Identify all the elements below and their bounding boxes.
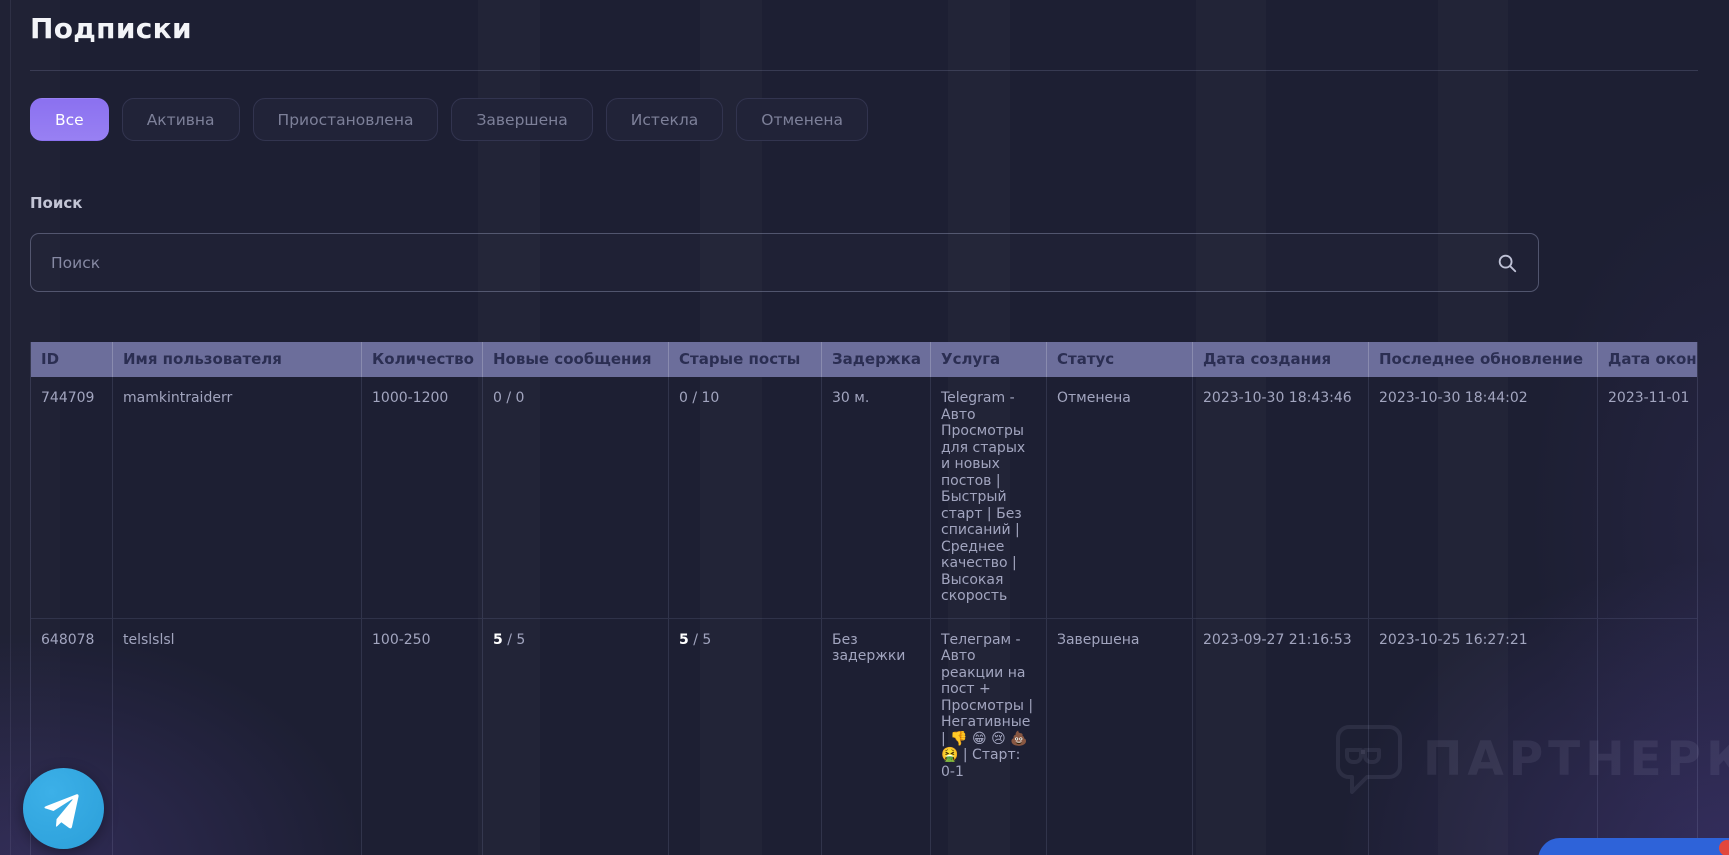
table-cell: 2023-11-01 bbox=[1598, 377, 1698, 618]
table-cell: 30 м. bbox=[822, 377, 931, 618]
table-row[interactable]: 744709mamkintraiderr1000-12000 / 00 / 10… bbox=[31, 377, 1698, 618]
filter-chip-все[interactable]: Все bbox=[30, 98, 109, 141]
column-header: ID bbox=[31, 342, 113, 377]
table-cell: 2023-09-27 21:16:53 bbox=[1193, 619, 1369, 855]
table-cell: Отменена bbox=[1047, 377, 1193, 618]
filter-chip-истекла[interactable]: Истекла bbox=[606, 98, 723, 141]
page-left-edge-line bbox=[10, 0, 11, 855]
column-header: Количество bbox=[362, 342, 483, 377]
status-filter-chips: Все Активна Приостановлена Завершена Истекла… bbox=[30, 98, 868, 141]
table-body: 744709mamkintraiderr1000-12000 / 00 / 10… bbox=[31, 377, 1697, 855]
table-cell: 2023-10-25 16:27:21 bbox=[1369, 619, 1598, 855]
chat-notification-badge bbox=[1719, 840, 1729, 855]
column-header: Старые посты bbox=[669, 342, 822, 377]
search-icon[interactable] bbox=[1496, 252, 1518, 274]
table-cell: 2023-10-30 18:43:46 bbox=[1193, 377, 1369, 618]
column-header: Последнее обновление bbox=[1369, 342, 1598, 377]
table-cell: Завершена bbox=[1047, 619, 1193, 855]
column-header: Задержка bbox=[822, 342, 931, 377]
search-box bbox=[30, 233, 1539, 292]
search-input[interactable] bbox=[31, 234, 1496, 291]
table-cell: 5 / 5 bbox=[483, 619, 669, 855]
table-cell: telslslsl bbox=[113, 619, 362, 855]
telegram-button[interactable] bbox=[23, 768, 104, 849]
column-header: Дата окончания bbox=[1598, 342, 1698, 377]
subscriptions-page: Подписки Все Активна Приостановлена Заверше… bbox=[0, 0, 1729, 855]
table-cell: Telegram - Авто Просмотры для старых и н… bbox=[931, 377, 1047, 618]
table-cell: 1000-1200 bbox=[362, 377, 483, 618]
table-cell: 0 / 0 bbox=[483, 377, 669, 618]
telegram-icon bbox=[40, 788, 84, 832]
chat-widget-button[interactable] bbox=[1538, 838, 1729, 855]
table-cell: 2023-10-30 18:44:02 bbox=[1369, 377, 1598, 618]
table-row[interactable]: 648078telslslsl100-2505 / 55 / 5Без заде… bbox=[31, 618, 1698, 855]
filter-chip-отменена[interactable]: Отменена bbox=[736, 98, 868, 141]
subscriptions-table: IDИмя пользователяКоличествоНовые сообще… bbox=[30, 342, 1698, 855]
table-cell: 5 / 5 bbox=[669, 619, 822, 855]
filter-chip-активна[interactable]: Активна bbox=[122, 98, 240, 141]
search-label: Поиск bbox=[30, 194, 82, 212]
table-cell: Без задержки bbox=[822, 619, 931, 855]
table-cell: 100-250 bbox=[362, 619, 483, 855]
page-title: Подписки bbox=[30, 12, 192, 45]
table-cell: 744709 bbox=[31, 377, 113, 618]
table-header-row: IDИмя пользователяКоличествоНовые сообще… bbox=[31, 342, 1698, 377]
column-header: Дата создания bbox=[1193, 342, 1369, 377]
table-cell: mamkintraiderr bbox=[113, 377, 362, 618]
filter-chip-завершена[interactable]: Завершена bbox=[451, 98, 592, 141]
column-header: Имя пользователя bbox=[113, 342, 362, 377]
title-divider bbox=[30, 70, 1698, 71]
table-cell: Телеграм - Авто реакции на пост + Просмо… bbox=[931, 619, 1047, 855]
table-cell: 0 / 10 bbox=[669, 377, 822, 618]
table-cell bbox=[1598, 619, 1698, 855]
column-header: Услуга bbox=[931, 342, 1047, 377]
column-header: Новые сообщения bbox=[483, 342, 669, 377]
filter-chip-приостановлена[interactable]: Приостановлена bbox=[253, 98, 439, 141]
column-header: Статус bbox=[1047, 342, 1193, 377]
